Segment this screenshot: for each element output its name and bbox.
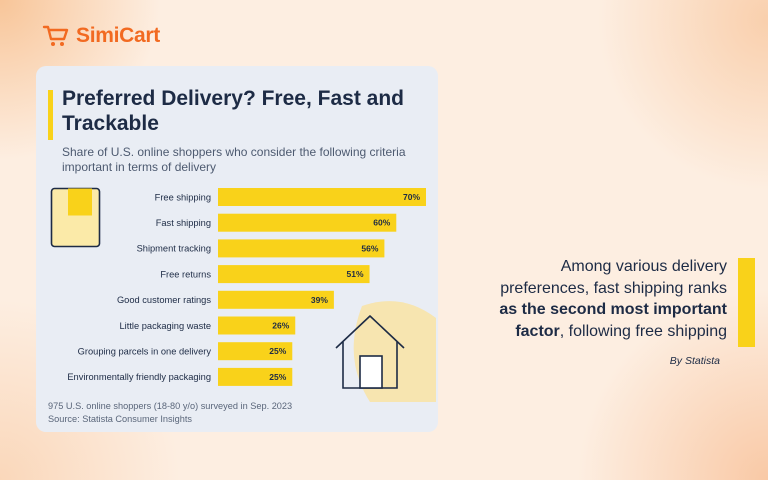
value-label: 60% [373, 218, 390, 228]
bar [218, 188, 426, 206]
side-note-line-2: preferences, fast shipping ranks [500, 279, 727, 297]
bar-chart: Free shipping 70% Fast shipping 60% Shipment… [67, 188, 426, 386]
side-note-line-3: as the second most important [446, 299, 727, 321]
bar [218, 265, 370, 284]
value-label: 26% [272, 321, 289, 331]
bar [218, 290, 334, 309]
category-label: Grouping parcels in one delivery [78, 347, 212, 357]
category-label: Free shipping [155, 192, 211, 202]
value-label: 39% [311, 295, 328, 305]
category-label: Little packaging waste [120, 321, 211, 331]
simicart-logo[interactable]: SimiCart [42, 24, 160, 48]
side-note: Among various delivery preferences, fast… [446, 256, 727, 342]
category-label: Environmentally friendly packaging [67, 372, 211, 382]
byline: By Statista [669, 355, 720, 367]
side-note-emphasis-2: factor [515, 322, 560, 340]
value-label: 70% [403, 192, 420, 202]
title-accent-bar [48, 90, 53, 140]
side-note-emphasis: as the second most important [499, 301, 727, 318]
chart-footnote: 975 U.S. online shoppers (18-80 y/o) sur… [48, 400, 428, 426]
chart-card: Preferred Delivery? Free, Fast and Track… [36, 66, 438, 432]
category-label: Shipment tracking [137, 244, 211, 254]
value-label: 56% [361, 243, 378, 253]
chart-subtitle: Share of U.S. online shoppers who consid… [62, 145, 406, 174]
value-label: 25% [269, 372, 286, 382]
category-label: Fast shipping [156, 218, 211, 228]
category-label: Good customer ratings [117, 295, 211, 305]
bar [218, 316, 296, 335]
value-label: 51% [347, 269, 364, 279]
category-label: Free returns [160, 269, 211, 279]
brand-name: SimiCart [76, 24, 160, 47]
bar [218, 239, 385, 258]
survey-note: 975 U.S. online shoppers (18-80 y/o) sur… [48, 401, 293, 411]
side-note-line-1: Among various delivery [560, 258, 727, 275]
bar [218, 367, 293, 386]
side-note-tail: , following free shipping [559, 322, 727, 340]
bar [218, 213, 397, 232]
side-note-accent-bar [738, 258, 755, 347]
house-icon [335, 301, 436, 402]
side-note-line-4: factor, following free shipping [446, 321, 727, 343]
cart-logo-icon [42, 25, 69, 46]
chart-title: Preferred Delivery? Free, Fast and Track… [62, 87, 404, 135]
source-note: Source: Statista Consumer Insights [48, 414, 193, 424]
value-label: 25% [269, 346, 286, 356]
parcel-box-icon [50, 187, 101, 248]
bar [218, 342, 293, 361]
